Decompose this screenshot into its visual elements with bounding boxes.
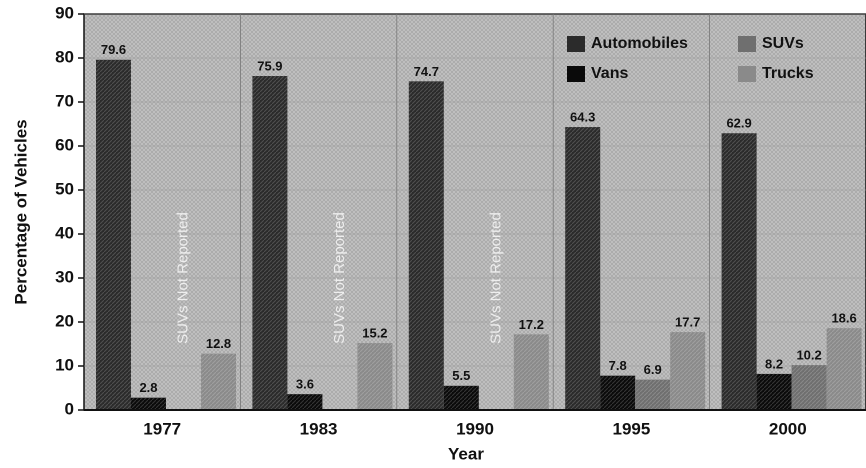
y-tick-label: 0 [65, 399, 74, 418]
value-label: 8.2 [765, 356, 783, 371]
value-label: 2.8 [139, 380, 157, 395]
value-label: 15.2 [362, 326, 387, 341]
x-tick-label: 2000 [769, 419, 807, 438]
bar-texture [252, 76, 288, 410]
legend-label: Automobiles [591, 35, 688, 52]
annotation: SUVs Not Reported [487, 212, 504, 344]
value-label: 79.6 [101, 42, 126, 57]
legend-swatch [738, 66, 756, 82]
annotation: SUVs Not Reported [331, 212, 348, 344]
value-label: 7.8 [609, 358, 627, 373]
value-label: 74.7 [414, 64, 439, 79]
x-tick-label: 1983 [300, 419, 338, 438]
bar-texture [826, 328, 862, 410]
bar-texture [565, 127, 601, 410]
bar-texture [513, 334, 549, 410]
y-tick-label: 90 [55, 3, 74, 22]
bar-texture [791, 365, 827, 410]
y-tick-label: 20 [55, 311, 74, 330]
bar-texture [131, 397, 166, 410]
bar-texture [635, 379, 671, 410]
annotation: SUVs Not Reported [174, 212, 191, 344]
y-tick-label: 10 [55, 355, 74, 374]
value-label: 18.6 [831, 311, 856, 326]
value-label: 64.3 [570, 110, 595, 125]
y-tick-label: 40 [55, 223, 74, 242]
value-label: 75.9 [257, 58, 282, 73]
bar-texture [96, 59, 131, 410]
bar-texture [600, 375, 636, 410]
x-tick-label: 1977 [143, 419, 181, 438]
bar-texture [721, 133, 757, 411]
value-label: 12.8 [206, 336, 231, 351]
y-tick-label: 30 [55, 267, 74, 286]
legend-label: SUVs [762, 35, 804, 52]
bar-texture [357, 343, 393, 410]
legend-label: Vans [591, 65, 628, 82]
x-tick-label: 1995 [612, 419, 650, 438]
legend-swatch [567, 36, 585, 52]
legend-label: Trucks [762, 65, 814, 82]
y-axis-label: Percentage of Vehicles [11, 119, 30, 304]
y-tick-label: 60 [55, 135, 74, 154]
value-label: 3.6 [296, 377, 314, 392]
value-label: 5.5 [452, 368, 470, 383]
value-label: 17.2 [519, 317, 544, 332]
y-tick-label: 70 [55, 91, 74, 110]
value-label: 6.9 [644, 362, 662, 377]
bar-texture [756, 373, 792, 410]
value-label: 62.9 [726, 116, 751, 131]
value-label: 17.7 [675, 315, 700, 330]
value-label: 10.2 [796, 348, 821, 363]
x-tick-label: 1990 [456, 419, 494, 438]
y-tick-label: 50 [55, 179, 74, 198]
bar-texture [408, 81, 444, 410]
legend-swatch [738, 36, 756, 52]
bar-texture [201, 353, 236, 410]
bar-texture [443, 385, 479, 410]
x-axis-label: Year [448, 444, 484, 463]
bar-texture [670, 332, 706, 410]
y-tick-label: 80 [55, 47, 74, 66]
legend-swatch [567, 66, 585, 82]
bar-texture [287, 394, 323, 410]
